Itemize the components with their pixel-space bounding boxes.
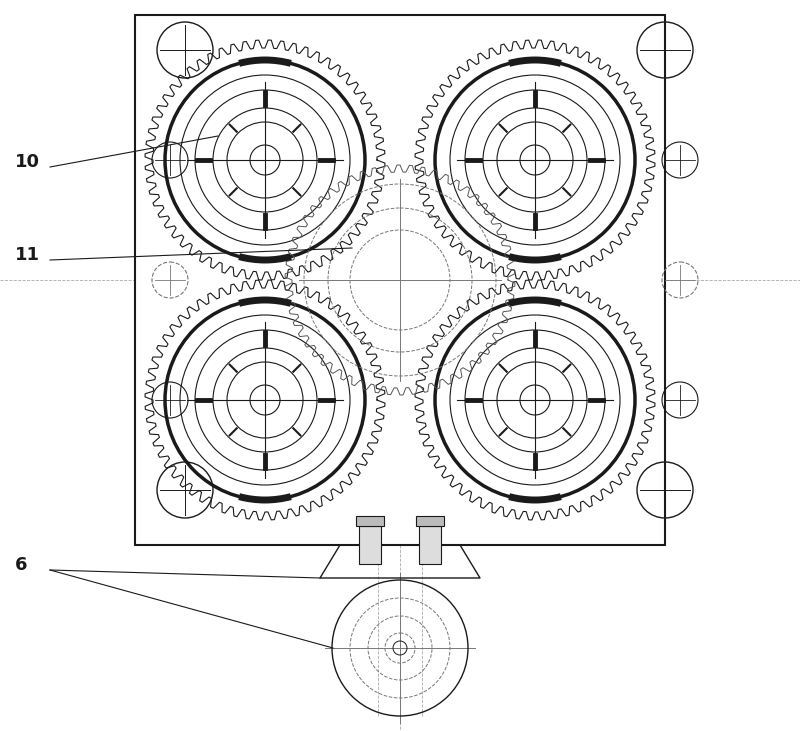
Text: 6: 6 [15, 556, 27, 574]
Bar [416, 516, 444, 526]
Bar [359, 526, 381, 564]
Bar [419, 526, 441, 564]
Text: 10: 10 [15, 153, 40, 171]
Text: 11: 11 [15, 246, 40, 264]
Bar [135, 15, 665, 545]
Bar [356, 516, 384, 526]
